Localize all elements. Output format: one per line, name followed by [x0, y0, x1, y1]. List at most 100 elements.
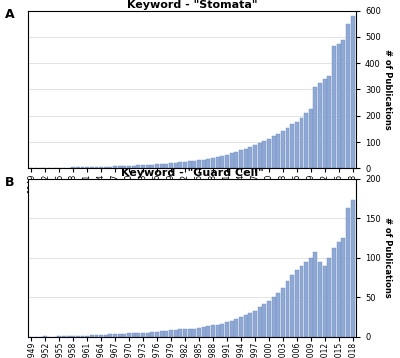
Bar — [351, 200, 355, 337]
Bar — [146, 333, 150, 337]
Bar — [132, 166, 136, 168]
Bar — [286, 281, 290, 337]
Bar — [230, 321, 234, 337]
Bar — [318, 262, 322, 337]
Bar — [318, 83, 322, 168]
Bar — [295, 122, 299, 168]
Bar — [267, 139, 271, 168]
Bar — [113, 166, 117, 168]
Bar — [258, 308, 262, 337]
Text: A: A — [5, 8, 15, 21]
Bar — [314, 252, 318, 337]
Y-axis label: # of Publications: # of Publications — [383, 49, 392, 130]
Bar — [272, 297, 276, 337]
Title: Keyword - "Guard Cell": Keyword - "Guard Cell" — [121, 168, 263, 178]
Bar — [188, 161, 192, 168]
Bar — [290, 124, 294, 168]
Bar — [309, 258, 313, 337]
Bar — [332, 46, 336, 168]
Bar — [99, 167, 103, 168]
Bar — [164, 331, 168, 337]
Bar — [211, 325, 215, 337]
Y-axis label: # of Publications: # of Publications — [383, 217, 392, 298]
Bar — [267, 301, 271, 337]
Bar — [351, 16, 355, 168]
Bar — [99, 335, 103, 337]
Bar — [71, 336, 75, 337]
Bar — [211, 158, 215, 168]
Bar — [239, 317, 243, 337]
Bar — [169, 163, 173, 168]
Bar — [183, 162, 187, 168]
Bar — [118, 334, 122, 337]
Bar — [43, 336, 47, 337]
Bar — [286, 127, 290, 168]
Bar — [328, 258, 332, 337]
Text: B: B — [5, 176, 14, 189]
Bar — [122, 334, 126, 337]
Bar — [337, 44, 341, 168]
Bar — [178, 329, 182, 337]
Bar — [104, 335, 108, 337]
Bar — [90, 167, 94, 168]
Bar — [220, 156, 224, 168]
Bar — [94, 167, 98, 168]
Bar — [290, 275, 294, 337]
Bar — [258, 143, 262, 168]
Bar — [248, 147, 252, 168]
Bar — [132, 333, 136, 337]
Bar — [108, 334, 112, 337]
Bar — [150, 332, 154, 337]
Bar — [230, 153, 234, 168]
Bar — [244, 315, 248, 337]
Bar — [276, 293, 280, 337]
Bar — [136, 333, 140, 337]
Bar — [85, 167, 89, 168]
Bar — [188, 329, 192, 337]
Bar — [272, 136, 276, 168]
Bar — [346, 24, 350, 168]
Bar — [174, 330, 178, 337]
Bar — [174, 163, 178, 168]
Bar — [337, 242, 341, 337]
Bar — [178, 163, 182, 168]
Bar — [197, 160, 201, 168]
Bar — [136, 165, 140, 168]
Bar — [62, 336, 66, 337]
Bar — [253, 310, 257, 337]
Bar — [244, 149, 248, 168]
Bar — [76, 336, 80, 337]
Bar — [323, 266, 327, 337]
Bar — [300, 266, 304, 337]
Bar — [146, 165, 150, 168]
X-axis label: Year: Year — [180, 196, 204, 206]
Bar — [155, 164, 159, 168]
Bar — [206, 159, 210, 168]
Bar — [104, 167, 108, 168]
Bar — [127, 333, 131, 337]
Bar — [192, 329, 196, 337]
Bar — [66, 336, 70, 337]
Bar — [141, 333, 145, 337]
Bar — [85, 336, 89, 337]
Bar — [304, 113, 308, 168]
Bar — [248, 313, 252, 337]
Bar — [262, 141, 266, 168]
Bar — [239, 150, 243, 168]
Bar — [314, 87, 318, 168]
Bar — [216, 157, 220, 168]
Bar — [192, 161, 196, 168]
Bar — [206, 326, 210, 337]
Bar — [202, 327, 206, 337]
Bar — [155, 332, 159, 337]
Bar — [253, 145, 257, 168]
Bar — [108, 167, 112, 168]
Bar — [262, 304, 266, 337]
Bar — [323, 79, 327, 168]
Bar — [276, 134, 280, 168]
Bar — [169, 330, 173, 337]
Bar — [346, 208, 350, 337]
Bar — [160, 164, 164, 168]
Bar — [94, 335, 98, 337]
Bar — [90, 335, 94, 337]
